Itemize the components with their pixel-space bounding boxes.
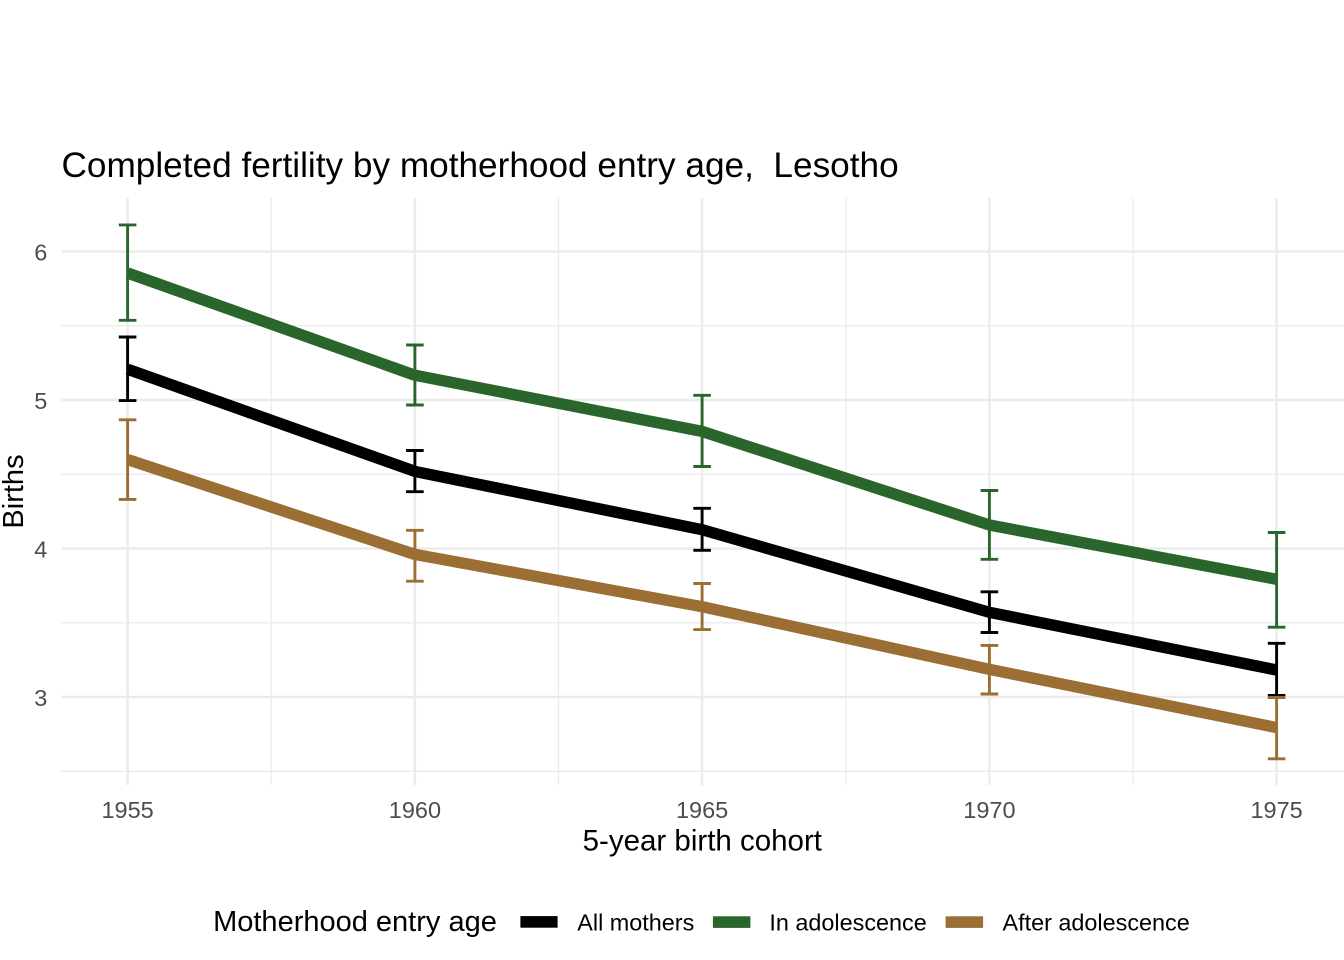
svg-text:In adolescence: In adolescence [769, 910, 926, 936]
svg-text:Motherhood entry age: Motherhood entry age [213, 906, 497, 938]
svg-text:1955: 1955 [101, 797, 153, 823]
svg-text:1965: 1965 [676, 797, 728, 823]
svg-text:5-year birth cohort: 5-year birth cohort [583, 824, 822, 857]
svg-text:1960: 1960 [389, 797, 441, 823]
svg-text:6: 6 [34, 240, 47, 266]
svg-text:1975: 1975 [1250, 797, 1302, 823]
svg-text:4: 4 [34, 537, 47, 563]
svg-text:All mothers: All mothers [577, 910, 694, 936]
svg-text:After adolescence: After adolescence [1003, 910, 1190, 936]
svg-text:3: 3 [34, 685, 47, 711]
svg-text:5: 5 [34, 388, 47, 414]
svg-text:1970: 1970 [963, 797, 1015, 823]
svg-text:Births: Births [0, 454, 30, 528]
svg-text:Completed fertility by motherh: Completed fertility by motherhood entry … [62, 146, 899, 185]
